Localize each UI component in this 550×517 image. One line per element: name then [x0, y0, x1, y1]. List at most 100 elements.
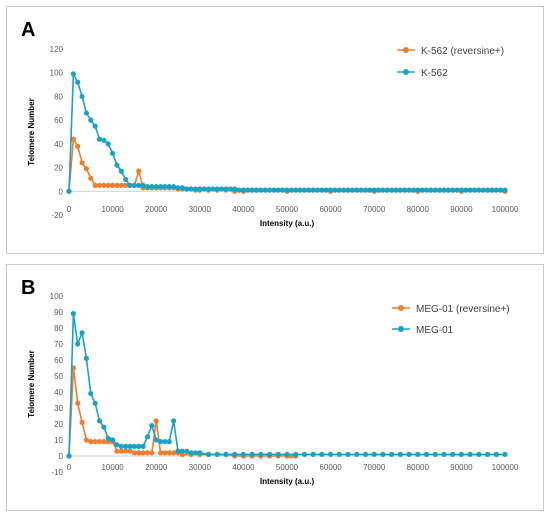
data-point	[157, 183, 164, 190]
data-point	[153, 437, 159, 443]
data-point	[471, 187, 478, 193]
data-point	[423, 451, 430, 457]
data-point	[406, 187, 412, 193]
data-point	[171, 418, 177, 424]
data-point	[493, 187, 499, 193]
data-point	[301, 187, 308, 193]
data-point	[227, 186, 233, 192]
data-point	[454, 187, 460, 193]
y-tick-label: 60	[54, 356, 63, 365]
data-point	[144, 450, 151, 456]
data-point	[319, 187, 325, 193]
data-point	[197, 450, 203, 456]
data-point	[240, 451, 246, 457]
data-point	[88, 439, 94, 445]
y-tick-label: 120	[50, 45, 64, 54]
data-point	[70, 136, 76, 142]
y-tick-label: 0	[59, 187, 64, 196]
data-point	[166, 439, 172, 445]
data-point	[328, 187, 334, 193]
x-tick-label: 80000	[407, 205, 430, 214]
data-point	[118, 182, 124, 188]
data-point	[131, 450, 137, 456]
data-point	[354, 451, 360, 457]
data-point	[415, 187, 421, 193]
data-point	[476, 451, 482, 457]
data-point	[114, 182, 120, 188]
data-point	[188, 186, 194, 192]
data-point	[463, 187, 469, 193]
data-point	[314, 187, 321, 193]
data-point	[371, 451, 377, 457]
data-point	[157, 439, 164, 445]
chart-a: -20 0 20 40 60 80 100 120 0 10000 20000 30000 40000 5…	[27, 45, 519, 228]
data-point	[127, 182, 133, 188]
data-point	[75, 143, 81, 149]
data-point	[83, 355, 90, 361]
data-point	[140, 450, 146, 456]
data-point	[288, 187, 294, 193]
data-point	[484, 451, 491, 457]
y-tick-label: 50	[54, 372, 63, 381]
data-point	[101, 424, 107, 430]
panel-label: A	[21, 19, 36, 41]
data-point	[249, 451, 255, 457]
data-point	[358, 187, 364, 193]
data-point	[232, 451, 238, 457]
data-point	[458, 451, 464, 457]
data-point	[458, 187, 464, 193]
data-point	[171, 450, 177, 456]
data-point	[179, 185, 185, 191]
y-tick-label: 20	[54, 164, 63, 173]
data-point	[149, 450, 155, 456]
x-tick-label: 40000	[232, 463, 255, 472]
data-point	[306, 187, 312, 193]
data-point	[293, 451, 299, 457]
data-point	[201, 186, 207, 192]
data-point	[175, 448, 181, 454]
data-point	[284, 451, 290, 457]
data-point	[110, 182, 116, 188]
data-point	[262, 187, 268, 193]
data-point	[328, 451, 334, 457]
x-tick-label: 0	[67, 205, 72, 214]
data-point	[83, 166, 90, 172]
data-point	[166, 183, 172, 190]
data-point	[345, 451, 351, 457]
data-point	[66, 453, 72, 459]
data-point	[467, 451, 473, 457]
data-point	[162, 450, 168, 456]
data-point	[184, 186, 190, 192]
data-point	[118, 443, 124, 449]
data-point	[498, 187, 504, 193]
y-tick-label: 30	[54, 404, 63, 413]
x-tick-label: 90000	[450, 205, 473, 214]
y-tick-label: 40	[54, 140, 63, 149]
data-point	[114, 442, 120, 448]
data-point	[105, 141, 111, 147]
data-point	[123, 448, 129, 454]
data-point	[375, 187, 382, 193]
data-point	[249, 187, 255, 193]
data-point	[362, 187, 369, 193]
data-point	[271, 187, 277, 193]
y-tick-label: 90	[54, 308, 63, 317]
data-point	[101, 182, 107, 188]
data-point	[70, 311, 76, 317]
data-point	[136, 168, 142, 174]
x-tick-label: 50000	[276, 463, 299, 472]
legend-marker	[398, 326, 404, 332]
data-point	[96, 136, 103, 142]
data-point	[332, 187, 338, 193]
data-point	[118, 448, 124, 454]
data-point	[367, 187, 373, 193]
data-point	[467, 187, 473, 193]
data-point	[484, 187, 491, 193]
data-point	[432, 187, 438, 193]
data-point	[432, 451, 438, 457]
data-point	[131, 182, 137, 188]
data-point	[88, 175, 94, 181]
data-point	[223, 451, 229, 457]
data-point	[205, 451, 212, 457]
data-point	[397, 451, 403, 457]
